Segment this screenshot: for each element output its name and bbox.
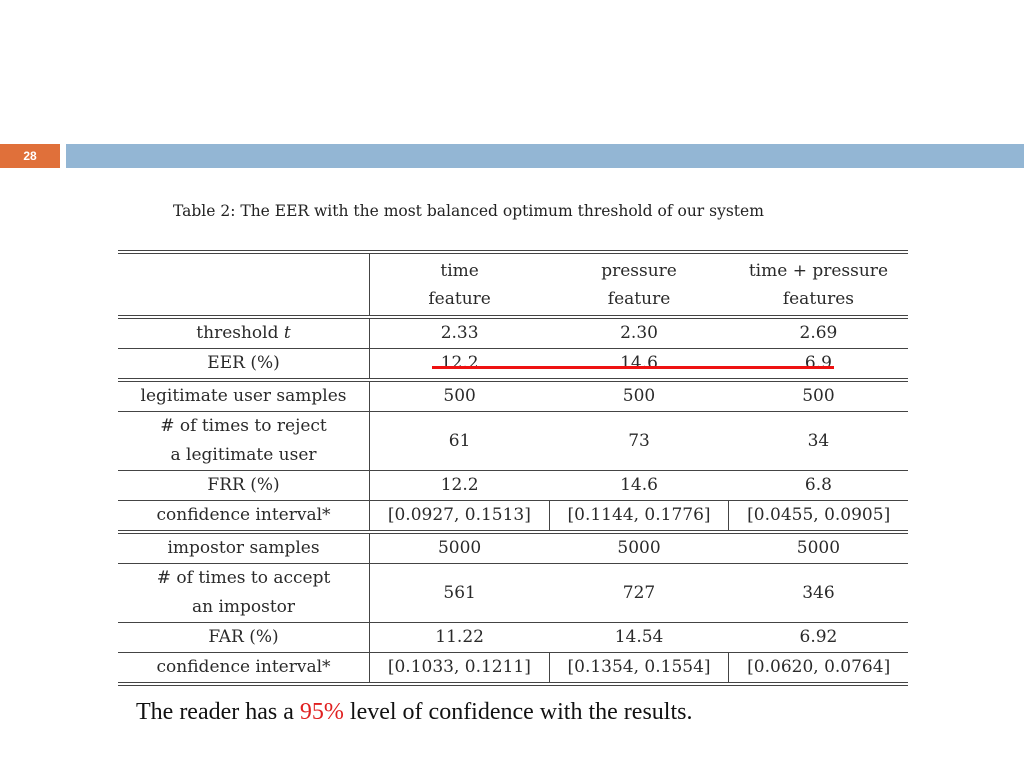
table-cell: 5000 — [728, 530, 908, 564]
table-cell: 561 — [369, 563, 550, 623]
column-header-line: feature — [607, 289, 671, 309]
column-header-line: time + pressure — [748, 261, 888, 281]
table-cell: 14.6 — [549, 470, 729, 501]
slide-header-band — [66, 144, 1024, 168]
table-row-eer: EER (%) 12.2 14.6 6.9 — [118, 348, 908, 380]
row-label: # of times to reject a legitimate user — [118, 411, 371, 471]
header-row: time feature pressure feature time + pre… — [118, 250, 908, 317]
table-cell: 2.30 — [549, 315, 729, 349]
row-label-line: an impostor — [191, 597, 296, 617]
row-label-line: a legitimate user — [170, 445, 317, 465]
footer-highlight: 95% — [299, 699, 344, 725]
table-row-impostor-samples: impostor samples 5000 5000 5000 — [118, 530, 908, 564]
header-combined-features: time + pressure features — [728, 250, 908, 317]
header-time-feature: time feature — [369, 250, 550, 317]
table-cell: 727 — [549, 563, 729, 623]
table-cell: 6.8 — [728, 470, 908, 501]
table-cell: [0.0620, 0.0764] — [728, 652, 908, 686]
table-cell: 5000 — [549, 530, 729, 564]
row-label: confidence interval* — [118, 500, 371, 532]
eer-highlight-underline — [432, 366, 834, 369]
table-row-frr-confidence: confidence interval* [0.0927, 0.1513] [0… — [118, 500, 908, 532]
table-cell: 500 — [549, 378, 729, 412]
row-label: confidence interval* — [118, 652, 371, 686]
table-cell: 346 — [728, 563, 908, 623]
row-label: legitimate user samples — [118, 378, 371, 412]
table-cell: 12.2 — [369, 470, 550, 501]
footer-note: The reader has a 95% level of confidence… — [136, 699, 692, 726]
table-cell: 61 — [369, 411, 550, 471]
table-row-reject-times: # of times to reject a legitimate user 6… — [118, 411, 908, 471]
table-row-legit-samples: legitimate user samples 500 500 500 — [118, 378, 908, 412]
table-cell: [0.1033, 0.1211] — [369, 652, 550, 686]
column-header-line: feature — [428, 289, 491, 309]
table-cell: 5000 — [369, 530, 550, 564]
column-header-line: time — [440, 261, 479, 281]
table-cell: 34 — [728, 411, 908, 471]
slide-header-bar: 28 — [0, 144, 1024, 168]
row-label-line: # of times to reject — [160, 416, 327, 436]
table-cell: 6.92 — [728, 622, 908, 653]
table-row-threshold: threshold t 2.33 2.30 2.69 — [118, 315, 908, 349]
row-label-text: threshold t — [196, 323, 291, 343]
footer-text-before: The reader has a — [136, 699, 300, 725]
table-cell: 6.9 — [728, 348, 908, 380]
column-header-line: pressure — [601, 261, 677, 281]
table-cell: 12.2 — [369, 348, 550, 380]
table-row-accept-times: # of times to accept an impostor 561 727… — [118, 563, 908, 623]
row-label: impostor samples — [118, 530, 371, 564]
table-cell: 500 — [369, 378, 550, 412]
table-row-frr: FRR (%) 12.2 14.6 6.8 — [118, 470, 908, 501]
row-label: FRR (%) — [118, 470, 371, 501]
table-cell: [0.0927, 0.1513] — [369, 500, 550, 532]
row-label: EER (%) — [118, 348, 371, 380]
row-label: FAR (%) — [118, 622, 371, 653]
table-cell: 2.69 — [728, 315, 908, 349]
row-label: # of times to accept an impostor — [118, 563, 371, 623]
row-label: threshold t — [118, 315, 371, 349]
table-row-far-confidence: confidence interval* [0.1033, 0.1211] [0… — [118, 652, 908, 686]
table-row-far: FAR (%) 11.22 14.54 6.92 — [118, 622, 908, 653]
row-label-line: # of times to accept — [156, 568, 331, 588]
table-caption: Table 2: The EER with the most balanced … — [173, 202, 764, 220]
footer-text-after: level of confidence with the results. — [343, 699, 693, 725]
table-cell: [0.1144, 0.1776] — [549, 500, 730, 532]
table-cell: 14.6 — [549, 348, 729, 380]
table-cell: [0.0455, 0.0905] — [728, 500, 908, 532]
table-cell: 11.22 — [369, 622, 550, 653]
table-cell: 73 — [549, 411, 729, 471]
table-cell: 2.33 — [369, 315, 550, 349]
table-cell: 500 — [728, 378, 908, 412]
table-cell: 14.54 — [549, 622, 729, 653]
results-table: time feature pressure feature time + pre… — [118, 250, 908, 686]
header-pressure-feature: pressure feature — [549, 250, 729, 317]
slide-number: 28 — [0, 144, 60, 168]
table-cell: [0.1354, 0.1554] — [549, 652, 730, 686]
column-header-line: features — [782, 289, 855, 309]
header-empty-cell — [118, 250, 371, 317]
